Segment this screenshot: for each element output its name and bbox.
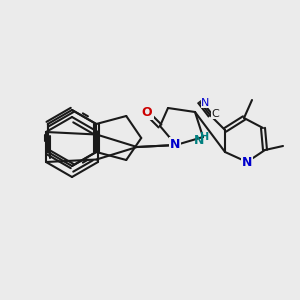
Text: N: N [242,155,252,169]
Text: N: N [194,134,204,146]
Text: N: N [201,98,209,108]
Text: O: O [142,106,152,118]
Text: N: N [170,139,180,152]
Text: N: N [170,139,180,152]
Text: N: N [242,155,252,169]
Text: O: O [142,106,152,118]
Text: C: C [211,109,219,119]
Text: H: H [200,132,210,142]
